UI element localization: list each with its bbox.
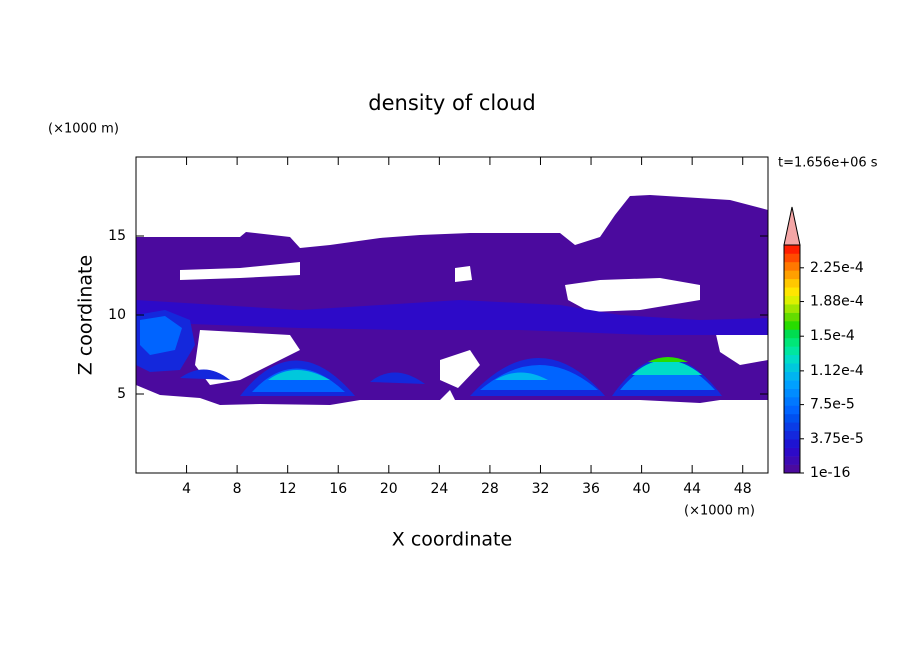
colorbar-band (784, 371, 800, 381)
cloud-gap (455, 266, 472, 282)
cloud-blob (180, 369, 230, 380)
cloud-gap (565, 278, 700, 312)
x-tick-label: 48 (734, 481, 752, 497)
x-tick-label: 8 (233, 481, 242, 497)
colorbar-band (784, 270, 800, 280)
cloud-gap (180, 262, 300, 280)
x-tick-label: 16 (329, 481, 347, 497)
cloud-blob (140, 316, 182, 355)
cloud-blob (268, 370, 330, 380)
colorbar-band (784, 295, 800, 305)
colorbar-frame (783, 244, 801, 474)
colorbar-band (784, 354, 800, 364)
y-axis-title: Z coordinate (75, 255, 97, 375)
x-tick-label: 36 (582, 481, 600, 497)
colorbar-tick-label: 3.75e-5 (810, 431, 864, 447)
colorbar-band (784, 422, 800, 432)
x-axis-title: X coordinate (392, 529, 512, 551)
cloud-blob (648, 357, 688, 362)
colorbar-tick-label: 1.5e-4 (810, 328, 855, 344)
y-unit: (×1000 m) (48, 122, 119, 137)
contour-field (136, 195, 768, 405)
colorbar-band (784, 456, 800, 465)
cloud-blob (632, 360, 702, 375)
cloud-gap (195, 330, 300, 385)
colorbar-band (784, 464, 800, 474)
cloud-blob (370, 372, 425, 384)
x-tick-label: 12 (279, 481, 297, 497)
x-tick-label: 32 (532, 481, 550, 497)
colorbar-tick-label: 1e-16 (810, 465, 850, 481)
y-tick-label: 5 (117, 386, 126, 402)
colorbar-band (784, 329, 800, 339)
colorbar-band (784, 253, 800, 263)
x-tick-label: 20 (380, 481, 398, 497)
cloud-layer (136, 300, 768, 335)
x-tick-label: 40 (633, 481, 651, 497)
colorbar-band (784, 321, 800, 330)
colorbar-tick-label: 1.12e-4 (810, 363, 864, 379)
cloud-gap (440, 350, 480, 388)
cloud-blob (252, 368, 345, 392)
x-tick-label: 28 (481, 481, 499, 497)
x-tick-label: 24 (430, 481, 448, 497)
colorbar-band (784, 397, 800, 406)
colorbar-band (784, 304, 800, 313)
colorbar-band (784, 278, 800, 288)
y-tick-label: 15 (108, 228, 126, 244)
colorbar-tick-label: 2.25e-4 (810, 260, 864, 276)
y-tick-label: 10 (108, 307, 126, 323)
colorbar-tick-label: 1.88e-4 (810, 294, 864, 310)
chart-title: density of cloud (368, 91, 535, 115)
x-unit: (×1000 m) (684, 504, 755, 519)
colorbar-band (784, 261, 800, 271)
colorbar-band (784, 245, 800, 254)
cloud-blob (495, 372, 548, 380)
colorbar-band (784, 363, 800, 372)
time-label: t=1.656e+06 s (778, 156, 878, 171)
colorbar-band (784, 405, 800, 415)
x-tick-label: 44 (683, 481, 701, 497)
colorbar-band (784, 388, 800, 398)
colorbar-band (784, 439, 800, 448)
colorbar-band (784, 447, 800, 457)
colorbar-band (784, 287, 800, 296)
colorbar-band (784, 312, 800, 322)
colorbar-band (784, 337, 800, 347)
colorbar-band (784, 413, 800, 423)
colorbar-band (784, 430, 800, 440)
colorbar-extend (783, 206, 801, 246)
colorbar-band (784, 380, 800, 389)
x-tick-label: 4 (182, 481, 191, 497)
colorbar-tick-label: 7.5e-5 (810, 397, 855, 413)
colorbar-band (784, 346, 800, 356)
